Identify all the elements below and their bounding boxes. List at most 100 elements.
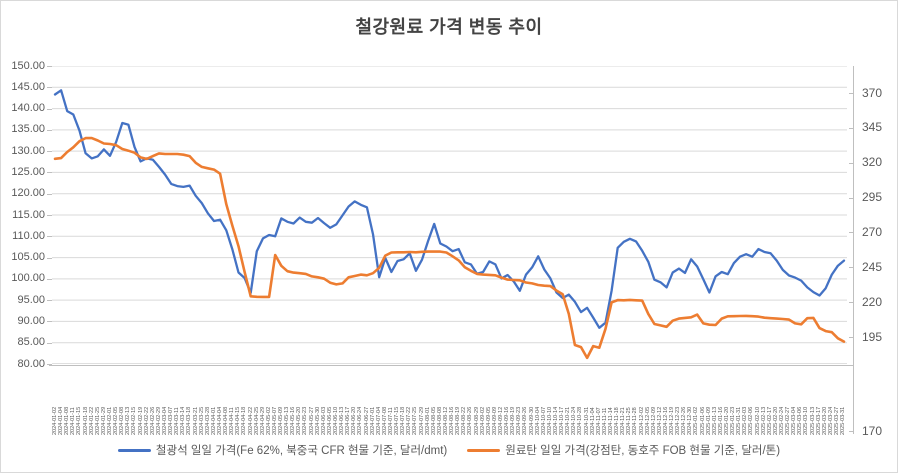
left-axis-tick-label: 105.00 (11, 251, 45, 264)
x-axis-date-label: 2024-10-31 (583, 406, 590, 435)
right-axis-tick-label: 270 (862, 224, 883, 239)
x-axis-date-label: 2024-12-12 (656, 406, 663, 435)
left-axis-tick (47, 236, 52, 238)
x-axis-date-label: 2024-11-07 (595, 407, 602, 435)
x-axis-date-label: 2024-04-29 (259, 406, 266, 435)
x-axis-date-label: 2024-02-19 (137, 406, 144, 435)
right-axis-tick-label: 170 (862, 423, 883, 438)
x-axis-date-label: 2025-01-06 (699, 406, 706, 435)
right-axis-tick-label: 370 (862, 85, 883, 100)
legend-label-coking-coal: 원료탄 일일 가격(강점탄, 동호주 FOB 현물 기준, 달러/톤) (505, 445, 781, 457)
x-axis-date-label: 2024-04-01 (210, 406, 217, 435)
x-axis-date-label: 2024-06-24 (357, 406, 364, 435)
legend: 철광석 일일 가격(Fe 62%, 북중국 CFR 현물 기준, 달러/dmt)… (1, 442, 897, 458)
legend-swatch-coking-coal (467, 448, 501, 452)
x-axis-date-label: 2024-12-02 (638, 406, 645, 435)
left-axis-tick (47, 215, 52, 216)
series-line-coking-coal (53, 136, 846, 360)
left-axis-tick (47, 321, 52, 323)
x-axis-date-label: 2024-12-05 (644, 406, 651, 435)
right-axis-tick (849, 232, 854, 234)
x-axis-date-label: 2024-03-28 (204, 406, 211, 435)
x-axis-date-label: 2024-08-26 (467, 406, 474, 435)
left-axis-tick-label: 95.00 (17, 293, 45, 306)
x-axis-date-label: 2025-01-02 (693, 406, 700, 435)
x-axis-date-label: 2024-06-27 (363, 406, 370, 435)
left-axis-tick-label: 150.00 (11, 59, 45, 72)
left-axis-tick (47, 342, 52, 344)
right-axis-tick (849, 93, 854, 94)
left-axis-tick (47, 172, 52, 174)
x-axis-date-label: 2025-03-13 (809, 406, 816, 435)
x-axis-labels: 2024-01-02 2024-01-04 2024-01-08 2024-01-11… (52, 369, 847, 435)
x-axis-date-label: 2024-05-30 (314, 406, 321, 435)
x-axis-date-label: 2024-02-22 (143, 406, 150, 435)
x-axis-date-label: 2024-08-05 (430, 406, 437, 435)
right-axis-tick (849, 197, 854, 199)
x-axis-date-label: 2025-03-20 (821, 406, 828, 435)
right-axis-tick-label: 295 (862, 190, 883, 205)
x-axis-date-label: 2025-03-10 (803, 406, 810, 435)
left-axis-tick-label: 100.00 (11, 272, 45, 285)
x-axis-date-label: 2024-07-29 (418, 406, 425, 435)
x-axis-date-label: 2024-07-08 (381, 406, 388, 435)
x-axis-date-label: 2024-03-25 (198, 406, 205, 435)
x-axis-date-label: 2024-06-03 (320, 406, 327, 435)
right-axis-tick-label: 320 (862, 155, 883, 170)
x-axis-line (49, 365, 853, 366)
right-axis-tick (849, 127, 854, 129)
left-axis-tick (47, 278, 52, 280)
left-axis-tick (47, 87, 52, 89)
right-axis-tick-label: 220 (862, 294, 883, 309)
right-axis-tick (849, 337, 854, 339)
left-axis-tick-label: 130.00 (11, 144, 45, 157)
x-axis-date-label: 2024-10-07 (540, 406, 547, 435)
legend-swatch-iron-ore (117, 448, 151, 452)
legend-label-iron-ore: 철광석 일일 가격(Fe 62%, 북중국 CFR 현물 기준, 달러/dmt) (155, 445, 448, 457)
right-axis-tick (849, 267, 854, 269)
right-axis-tick-label: 245 (862, 259, 883, 274)
left-axis-tick-label: 80.00 (17, 357, 45, 370)
left-axis-tick (47, 66, 52, 67)
right-axis-tick-label: 195 (862, 329, 883, 344)
left-axis-tick (47, 300, 52, 302)
x-axis-date-label: 2024-09-05 (485, 406, 492, 435)
x-axis-date-label: 2025-02-10 (754, 406, 761, 435)
left-axis-tick (47, 129, 52, 131)
x-axis-date-label: 2024-02-29 (155, 406, 162, 435)
x-axis-date-label: 2024-09-09 (491, 406, 498, 435)
x-axis-date-label: 2024-01-22 (88, 406, 95, 435)
x-axis-date-label: 2025-01-13 (711, 406, 718, 435)
x-axis-date-label: 2024-02-15 (131, 406, 138, 435)
x-axis-date-label: 2025-02-06 (748, 406, 755, 435)
left-axis-tick-label: 85.00 (17, 336, 45, 349)
left-axis-tick-label: 145.00 (11, 80, 45, 93)
legend-item-iron-ore: 철광석 일일 가격(Fe 62%, 북중국 CFR 현물 기준, 달러/dmt) (117, 442, 448, 458)
x-axis-date-label: 2025-03-17 (815, 406, 822, 435)
chart-title: 철강원료 가격 변동 추이 (355, 17, 543, 37)
x-axis-date-label: 2024-04-18 (241, 406, 248, 435)
plot-area (52, 65, 847, 365)
x-axis-date-label: 2024-02-26 (149, 406, 156, 435)
left-axis-tick-label: 125.00 (11, 165, 45, 178)
x-axis-date-label: 2024-12-09 (650, 406, 657, 435)
left-axis-tick (47, 257, 52, 259)
right-axis-tick (849, 302, 854, 304)
left-axis-tick-label: 110.00 (12, 229, 45, 242)
x-axis-date-label: 2025-02-17 (766, 406, 773, 435)
x-axis-date-label: 2025-03-31 (840, 406, 847, 435)
x-axis-date-label: 2025-02-13 (760, 406, 767, 435)
x-axis-date-label: 2024-09-26 (522, 406, 529, 435)
x-axis-date-label: 2024-03-21 (192, 406, 199, 435)
x-axis-date-label: 2024-07-04 (375, 406, 382, 435)
x-axis-date-label: 2024-11-11 (601, 407, 608, 435)
x-axis-date-label: 2024-05-27 (308, 406, 315, 435)
right-axis-tick-label: 345 (862, 120, 883, 135)
x-axis-date-label: 2024-01-29 (100, 406, 107, 435)
right-axis-tick (849, 162, 854, 164)
left-axis-tick-label: 140.00 (11, 102, 45, 115)
left-axis-tick-label: 135.00 (11, 123, 45, 136)
x-axis-date-label: 2024-01-25 (94, 406, 101, 435)
x-axis-date-label: 2025-03-24 (827, 406, 834, 435)
